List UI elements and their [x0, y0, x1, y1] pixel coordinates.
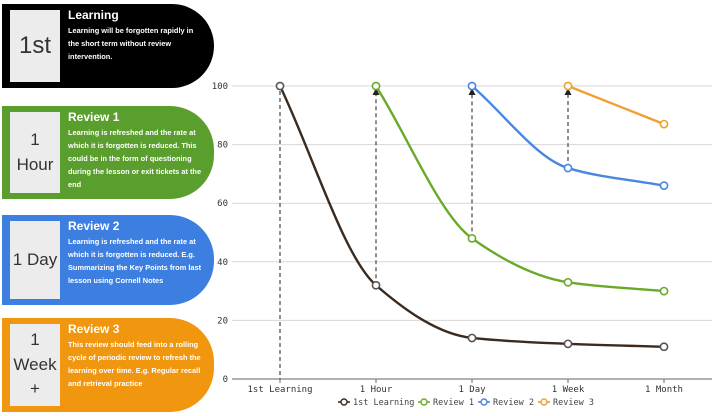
- card-badge: 1st: [10, 10, 60, 82]
- legend-label: 1st Learning: [353, 398, 414, 408]
- x-tick-label: 1 Day: [458, 385, 486, 395]
- legend-label: Review 3: [553, 398, 594, 408]
- x-tick-label: 1st Learning: [247, 385, 312, 395]
- card-review-2: 1 Day Review 2 Learning is refreshed and…: [2, 215, 214, 305]
- card-learning: 1st Learning Learning will be forgotten …: [2, 4, 214, 88]
- series-line: [278, 85, 665, 348]
- chart-points: [275, 81, 669, 352]
- card-review-1: 1 Hour Review 1 Learning is refreshed an…: [2, 106, 214, 199]
- data-point: [371, 280, 381, 290]
- data-point: [659, 119, 669, 129]
- y-tick-label: 100: [212, 82, 228, 92]
- chart-tick-labels: 0 20 40 60 80 100 1st Learning 1 Hour 1 Day 1 Wee…: [212, 82, 683, 395]
- x-tick-label: 1 Hour: [360, 385, 393, 395]
- legend-marker: [540, 398, 548, 406]
- x-tick-label: 1 Month: [645, 385, 683, 395]
- card-description: Learning is refreshed and the rate at wh…: [68, 128, 202, 189]
- data-point: [563, 81, 573, 91]
- review-arrowhead: [564, 88, 572, 95]
- data-point: [467, 333, 477, 343]
- data-point: [371, 81, 381, 91]
- card-badge: 1 Week +: [10, 324, 60, 406]
- data-point: [467, 233, 477, 243]
- y-tick-label: 0: [223, 375, 228, 385]
- card-title: Learning: [68, 8, 119, 22]
- data-point: [659, 286, 669, 296]
- legend-marker: [340, 398, 348, 406]
- data-point: [659, 342, 669, 352]
- data-point: [563, 163, 573, 173]
- data-point: [467, 81, 477, 91]
- card-description: This review should feed into a rolling c…: [68, 340, 201, 388]
- card-badge: 1 Day: [10, 221, 60, 299]
- card-text-block: Review 3 This review should feed into a …: [68, 322, 202, 390]
- series-line: [374, 85, 665, 293]
- series-line: [567, 84, 665, 126]
- review-arrowhead: [372, 88, 380, 95]
- card-review-3: 1 Week + Review 3 This review should fee…: [2, 318, 214, 412]
- card-description: Learning is refreshed and the rate at wh…: [68, 237, 202, 285]
- card-text-block: Review 1 Learning is refreshed and the r…: [68, 110, 202, 191]
- data-point: [275, 81, 285, 91]
- card-title: Review 2: [68, 219, 120, 233]
- y-tick-label: 20: [217, 316, 228, 326]
- card-text-block: Learning Learning will be forgotten rapi…: [68, 8, 202, 63]
- card-badge: 1 Hour: [10, 112, 60, 193]
- legend-label: Review 1: [433, 398, 474, 408]
- card-description: Learning will be forgotten rapidly in th…: [68, 26, 194, 61]
- y-tick-label: 40: [217, 258, 228, 268]
- data-point: [659, 181, 669, 191]
- card-title: Review 3: [68, 322, 120, 336]
- review-arrows: [279, 88, 572, 379]
- data-point: [563, 339, 573, 349]
- y-tick-label: 80: [217, 141, 228, 151]
- legend-marker: [480, 398, 488, 406]
- y-tick-label: 60: [217, 199, 228, 209]
- card-title: Review 1: [68, 110, 120, 124]
- legend-marker: [420, 398, 428, 406]
- review-arrowhead: [468, 88, 476, 95]
- chart-legend: 1st Learning Review 1 Review 2 Review 3: [338, 398, 594, 408]
- data-point: [563, 277, 573, 287]
- legend-label: Review 2: [493, 398, 534, 408]
- card-text-block: Review 2 Learning is refreshed and the r…: [68, 219, 202, 287]
- x-tick-label: 1 Week: [552, 385, 585, 395]
